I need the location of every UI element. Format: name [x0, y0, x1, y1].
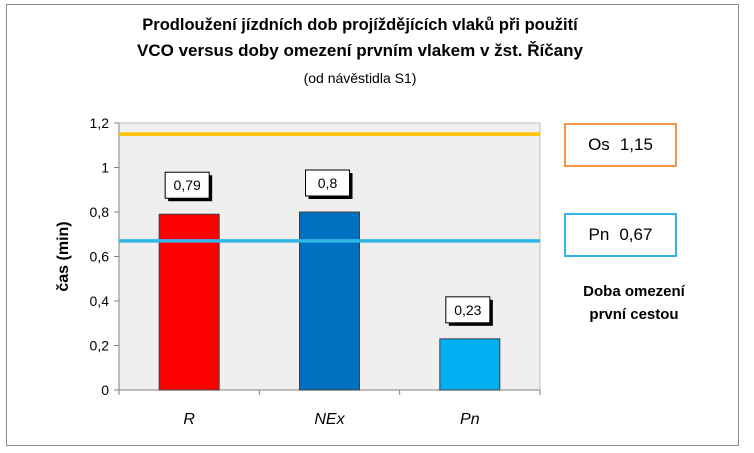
y-tick-label: 1,2 [90, 115, 110, 131]
y-tick-label: 0,2 [90, 338, 110, 354]
reference-legend-title: Doba omezení první cestou [562, 280, 706, 326]
reference-legend-title-line-2: první cestou [589, 306, 679, 323]
reference-label-os-name: Os [588, 135, 610, 154]
reference-label-pn-name: Pn [588, 225, 610, 244]
x-tick-label-nex: NEx [314, 411, 345, 428]
chart-title-line-2: VCO versus doby omezení prvním vlakem v … [137, 41, 583, 60]
reference-label-os-value: 1,15 [619, 135, 653, 154]
data-label-box [164, 171, 210, 199]
y-tick-label: 1 [101, 160, 109, 176]
chart-title-line-1: Prodloužení jízdních dob projíždějících … [142, 16, 578, 34]
y-tick-label: 0,4 [90, 293, 110, 309]
y-tick-label: 0,8 [90, 204, 110, 220]
data-label-pn: 0,23 [454, 302, 481, 318]
y-tick-label: 0 [101, 382, 109, 398]
bar-r [158, 213, 220, 391]
data-label-box [445, 296, 491, 324]
reference-label-pn: Pn 0,67 [564, 213, 677, 257]
data-label-nex: 0,8 [318, 175, 338, 191]
x-tick-label-pn: Pn [460, 411, 480, 428]
y-axis-title: čas (min) [55, 221, 72, 291]
reference-legend-title-line-1: Doba omezení [583, 283, 685, 300]
bar-pn [439, 338, 501, 391]
reference-label-pn-value: 0,67 [619, 225, 653, 244]
x-tick-label-r: R [183, 411, 195, 428]
y-tick-label: 0,6 [90, 249, 110, 265]
data-label-box [305, 169, 350, 197]
chart-subtitle: (od návěstidla S1) [303, 70, 417, 86]
data-label-r: 0,79 [174, 177, 201, 193]
reference-label-os: Os 1,15 [564, 123, 677, 167]
bar-nex [299, 211, 360, 391]
